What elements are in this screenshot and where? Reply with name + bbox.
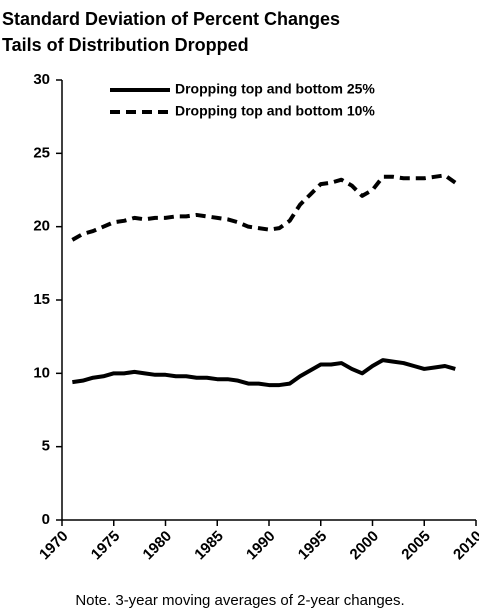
chart-title: Standard Deviation of Percent Changes [2,9,340,29]
y-tick-label: 5 [42,438,50,455]
y-tick-label: 0 [42,511,50,528]
y-tick-label: 25 [33,144,50,161]
legend-label: Dropping top and bottom 10% [175,103,375,119]
series-line [71,173,457,242]
x-tick-label: 1995 [295,528,331,564]
chart-note: Note. 3-year moving averages of 2-year c… [75,592,404,609]
x-tick-label: 1990 [243,528,279,564]
x-tick-label: 2005 [398,528,434,564]
y-tick-label: 10 [33,364,50,381]
series-line [72,358,456,388]
chart-subtitle: Tails of Distribution Dropped [2,35,249,55]
legend-label: Dropping top and bottom 25% [175,81,375,97]
x-tick-label: 1975 [88,528,124,564]
y-tick-label: 15 [33,291,50,308]
x-tick-label: 2010 [450,528,479,564]
x-tick-label: 2000 [347,528,383,564]
y-tick-label: 30 [33,71,50,88]
x-tick-label: 1970 [36,528,72,564]
y-tick-label: 20 [33,218,50,235]
x-tick-label: 1980 [140,528,176,564]
x-tick-label: 1985 [191,528,227,564]
